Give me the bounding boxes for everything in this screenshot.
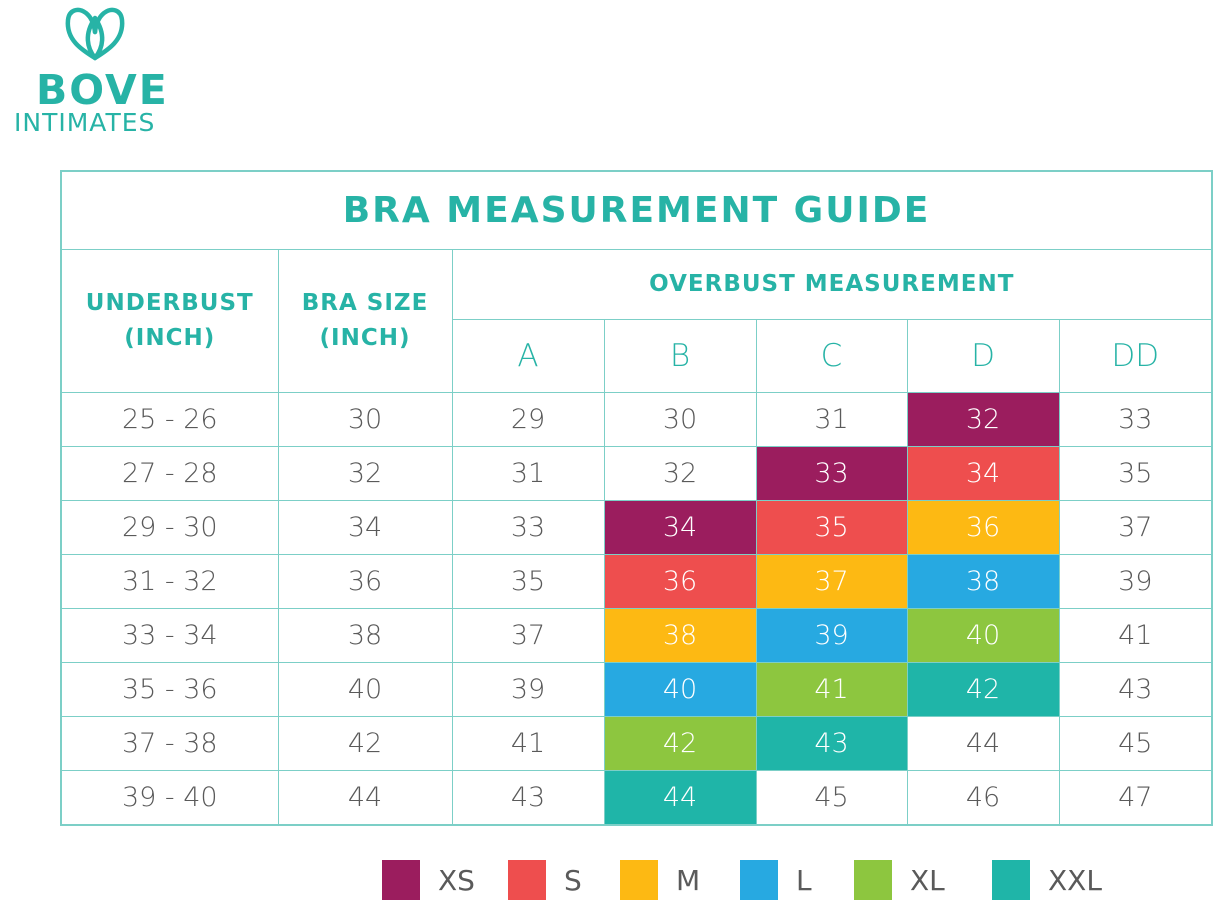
cup-header-d: D — [906, 319, 1060, 393]
overbust-cell-dd: 43 — [1058, 662, 1213, 717]
overbust-cell-c: 33 — [755, 446, 908, 501]
legend-swatch — [854, 860, 892, 900]
overbust-header: OVERBUST MEASUREMENT — [451, 249, 1213, 320]
bra-size-cell: 40 — [277, 662, 453, 717]
overbust-cell-dd: 39 — [1058, 554, 1213, 609]
overbust-cell-a: 37 — [451, 608, 605, 663]
underbust-cell: 31 - 32 — [60, 554, 279, 609]
overbust-cell-b: 30 — [603, 392, 757, 447]
legend-item-xxl: XXL — [992, 858, 1102, 902]
overbust-cell-c: 31 — [755, 392, 908, 447]
table-row: 39 - 40 44 43 44 45 46 47 — [60, 770, 1213, 826]
overbust-cell-d: 34 — [906, 446, 1060, 501]
overbust-cell-a: 31 — [451, 446, 605, 501]
overbust-cell-d: 46 — [906, 770, 1060, 826]
overbust-cell-a: 35 — [451, 554, 605, 609]
cup-header-dd: DD — [1058, 319, 1213, 393]
legend-swatch — [992, 860, 1030, 900]
underbust-cell: 39 - 40 — [60, 770, 279, 826]
overbust-cell-d: 32 — [906, 392, 1060, 447]
measurement-table: BRA MEASUREMENT GUIDE UNDERBUST (INCH) BR… — [60, 170, 1214, 826]
overbust-cell-b: 34 — [603, 500, 757, 555]
overbust-cell-d: 42 — [906, 662, 1060, 717]
table-row: 29 - 30 34 33 34 35 36 37 — [60, 500, 1213, 555]
legend-item-l: L — [740, 858, 812, 902]
overbust-cell-dd: 35 — [1058, 446, 1213, 501]
chart-title: BRA MEASUREMENT GUIDE — [60, 170, 1213, 250]
underbust-cell: 35 - 36 — [60, 662, 279, 717]
legend-item-xs: XS — [382, 858, 475, 902]
table-row: 33 - 34 38 37 38 39 40 41 — [60, 608, 1213, 663]
legend-item-xl: XL — [854, 858, 945, 902]
table-row: 27 - 28 32 31 32 33 34 35 — [60, 446, 1213, 501]
bra-size-cell: 44 — [277, 770, 453, 826]
legend-label: XS — [438, 863, 475, 897]
overbust-cell-a: 39 — [451, 662, 605, 717]
legend-swatch — [382, 860, 420, 900]
overbust-cell-b: 44 — [603, 770, 757, 826]
underbust-cell: 37 - 38 — [60, 716, 279, 771]
underbust-header: UNDERBUST (INCH) — [60, 249, 279, 393]
underbust-cell: 33 - 34 — [60, 608, 279, 663]
overbust-cell-a: 43 — [451, 770, 605, 826]
bra-size-cell: 34 — [277, 500, 453, 555]
legend-label: S — [564, 863, 582, 897]
overbust-cell-d: 44 — [906, 716, 1060, 771]
overbust-cell-c: 41 — [755, 662, 908, 717]
overbust-cell-d: 40 — [906, 608, 1060, 663]
bra-size-cell: 36 — [277, 554, 453, 609]
overbust-cell-d: 36 — [906, 500, 1060, 555]
table-row: 31 - 32 36 35 36 37 38 39 — [60, 554, 1213, 609]
underbust-cell: 25 - 26 — [60, 392, 279, 447]
legend-swatch — [740, 860, 778, 900]
bra-size-cell: 38 — [277, 608, 453, 663]
legend-label: XXL — [1048, 863, 1102, 897]
bra-size-cell: 32 — [277, 446, 453, 501]
legend-swatch — [508, 860, 546, 900]
overbust-cell-c: 37 — [755, 554, 908, 609]
underbust-cell: 29 - 30 — [60, 500, 279, 555]
overbust-cell-c: 43 — [755, 716, 908, 771]
overbust-cell-b: 38 — [603, 608, 757, 663]
overbust-cell-a: 33 — [451, 500, 605, 555]
overbust-cell-dd: 47 — [1058, 770, 1213, 826]
bra-size-header: BRA SIZE (INCH) — [277, 249, 453, 393]
cup-header-c: C — [755, 319, 908, 393]
lotus-icon — [65, 7, 125, 61]
overbust-cell-c: 39 — [755, 608, 908, 663]
overbust-cell-b: 32 — [603, 446, 757, 501]
overbust-cell-dd: 33 — [1058, 392, 1213, 447]
table-row: 35 - 36 40 39 40 41 42 43 — [60, 662, 1213, 717]
overbust-cell-dd: 41 — [1058, 608, 1213, 663]
size-legend: XS S M L XL XXL — [382, 858, 1122, 902]
legend-label: L — [796, 863, 812, 897]
overbust-cell-a: 41 — [451, 716, 605, 771]
cup-header-a: A — [451, 319, 605, 393]
legend-item-m: M — [620, 858, 700, 902]
underbust-cell: 27 - 28 — [60, 446, 279, 501]
table-row: 25 - 26 30 29 30 31 32 33 — [60, 392, 1213, 447]
brand-logo: BOVE INTIMATES — [10, 4, 180, 137]
overbust-cell-dd: 45 — [1058, 716, 1213, 771]
legend-swatch — [620, 860, 658, 900]
legend-label: XL — [910, 863, 945, 897]
overbust-cell-b: 42 — [603, 716, 757, 771]
brand-subtitle: INTIMATES — [14, 108, 156, 137]
overbust-cell-d: 38 — [906, 554, 1060, 609]
legend-label: M — [676, 863, 701, 897]
brand-name: BOVE — [36, 66, 169, 114]
overbust-cell-dd: 37 — [1058, 500, 1213, 555]
overbust-cell-b: 40 — [603, 662, 757, 717]
bra-size-cell: 30 — [277, 392, 453, 447]
overbust-cell-a: 29 — [451, 392, 605, 447]
table-row: 37 - 38 42 41 42 43 44 45 — [60, 716, 1213, 771]
overbust-cell-b: 36 — [603, 554, 757, 609]
legend-item-s: S — [508, 858, 582, 902]
bra-size-cell: 42 — [277, 716, 453, 771]
cup-header-b: B — [603, 319, 757, 393]
overbust-cell-c: 35 — [755, 500, 908, 555]
overbust-cell-c: 45 — [755, 770, 908, 826]
